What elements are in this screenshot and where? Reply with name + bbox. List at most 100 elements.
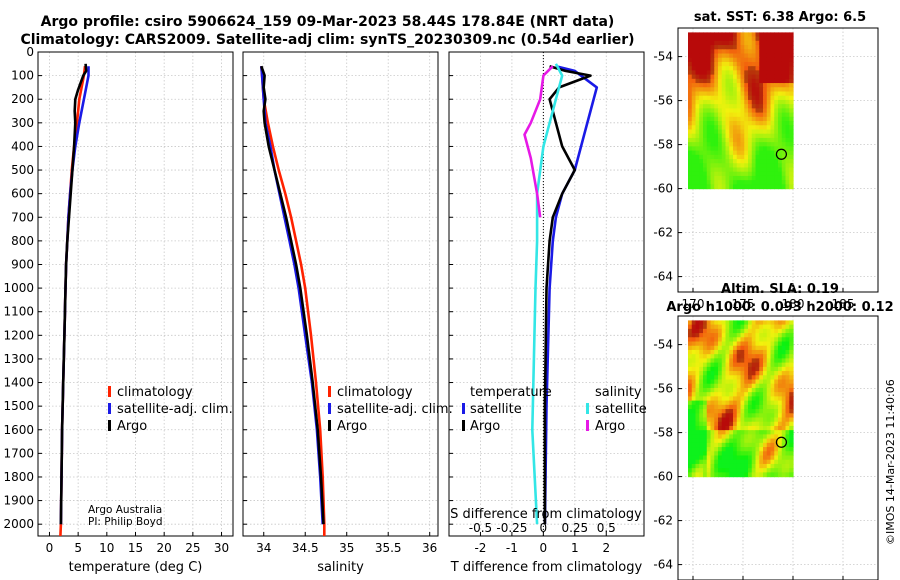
heatmap-cell bbox=[718, 447, 723, 452]
heatmap-cell bbox=[714, 167, 719, 173]
heatmap-cell bbox=[703, 66, 708, 71]
heatmap-cell bbox=[706, 366, 712, 372]
heatmap-cell bbox=[703, 400, 708, 406]
heatmap-cell bbox=[733, 61, 738, 67]
heatmap-cell bbox=[721, 116, 727, 122]
heatmap-cell bbox=[695, 396, 700, 402]
heatmap-cell bbox=[718, 459, 723, 465]
heatmap-cell bbox=[706, 74, 712, 80]
heatmap-cell bbox=[721, 354, 727, 359]
heatmap-cell bbox=[774, 133, 779, 139]
heatmap-cell bbox=[714, 472, 719, 478]
heatmap-cell bbox=[759, 74, 764, 80]
heatmap-cell bbox=[740, 362, 745, 368]
heatmap-cell bbox=[785, 150, 790, 156]
heatmap-cell bbox=[774, 74, 779, 80]
heatmap-cell bbox=[688, 171, 693, 177]
heatmap-cell bbox=[691, 40, 697, 46]
heatmap-cell bbox=[729, 383, 734, 389]
heatmap-cell bbox=[748, 472, 753, 478]
heatmap-cell bbox=[714, 104, 719, 109]
heatmap-cell bbox=[781, 171, 787, 177]
heatmap-cell bbox=[778, 362, 783, 368]
lat-tick-label: -58 bbox=[653, 138, 673, 152]
heatmap-cell bbox=[714, 396, 719, 402]
heatmap-cell bbox=[706, 99, 712, 105]
heatmap-cell bbox=[789, 451, 794, 457]
heatmap-cell bbox=[748, 337, 753, 343]
heatmap-cell bbox=[781, 371, 787, 376]
heatmap-cell bbox=[759, 95, 764, 101]
heatmap-cell bbox=[751, 74, 757, 80]
heatmap-cell bbox=[789, 463, 794, 469]
heatmap-cell bbox=[706, 383, 712, 389]
heatmap-cell bbox=[725, 74, 730, 80]
heatmap-cell bbox=[691, 74, 697, 80]
heatmap-cell bbox=[695, 163, 700, 169]
heatmap-cell bbox=[770, 463, 775, 469]
heatmap-cell bbox=[699, 383, 704, 389]
heatmap-cell bbox=[763, 45, 768, 50]
heatmap-cell bbox=[744, 61, 749, 67]
heatmap-cell bbox=[778, 36, 783, 42]
heatmap-cell bbox=[748, 104, 753, 109]
heatmap-cell bbox=[744, 184, 749, 190]
heatmap-cell bbox=[751, 66, 757, 71]
heatmap-cell bbox=[774, 463, 779, 469]
heatmap-cell bbox=[725, 459, 730, 465]
heatmap-cell bbox=[759, 108, 764, 114]
heatmap-cell bbox=[695, 425, 700, 431]
heatmap-cell bbox=[703, 383, 708, 389]
heatmap-cell bbox=[699, 104, 704, 109]
heatmap-cell bbox=[691, 333, 697, 338]
heatmap-cell bbox=[688, 404, 693, 410]
heatmap-cell bbox=[774, 337, 779, 343]
heatmap-cell bbox=[710, 400, 715, 406]
heatmap-cell bbox=[774, 184, 779, 190]
heatmap-cell bbox=[699, 57, 704, 63]
heatmap-cell bbox=[740, 472, 745, 478]
heatmap-cell bbox=[755, 417, 760, 423]
heatmap-cell bbox=[770, 358, 775, 364]
heatmap-cell bbox=[703, 451, 708, 457]
heatmap-cell bbox=[736, 137, 742, 143]
heatmap-cell bbox=[751, 116, 757, 122]
heatmap-cell bbox=[785, 400, 790, 406]
heatmap-cell bbox=[763, 409, 768, 414]
heatmap-cell bbox=[778, 61, 783, 67]
heatmap-cell bbox=[703, 442, 708, 448]
heatmap-cell bbox=[763, 163, 768, 169]
heatmap-cell bbox=[751, 91, 757, 97]
legend-swatch bbox=[328, 420, 331, 431]
heatmap-cell bbox=[695, 53, 700, 59]
heatmap-cell bbox=[703, 459, 708, 465]
series-temperature-satellite bbox=[543, 64, 599, 525]
heatmap-cell bbox=[770, 36, 775, 42]
heatmap-cell bbox=[785, 112, 790, 118]
heatmap-cell bbox=[695, 430, 700, 435]
heatmap-cell bbox=[688, 387, 693, 393]
heatmap-cell bbox=[725, 387, 730, 393]
heatmap-cell bbox=[751, 379, 757, 385]
heatmap-cell bbox=[740, 137, 745, 143]
heatmap-cell bbox=[725, 57, 730, 63]
heatmap-cell bbox=[755, 337, 760, 343]
heatmap-cell bbox=[703, 349, 708, 355]
heatmap-cell bbox=[729, 328, 734, 334]
heatmap-cell bbox=[759, 400, 764, 406]
heatmap-cell bbox=[744, 40, 749, 46]
heatmap-cell bbox=[718, 91, 723, 97]
heatmap-cell bbox=[778, 146, 783, 152]
heatmap-cell bbox=[751, 32, 757, 38]
heatmap-cell bbox=[778, 337, 783, 343]
heatmap-cell bbox=[733, 387, 738, 393]
heatmap-cell bbox=[688, 78, 693, 84]
heatmap-cell bbox=[706, 78, 712, 84]
heatmap-cell bbox=[785, 45, 790, 50]
heatmap-cell bbox=[699, 400, 704, 406]
heatmap-cell bbox=[695, 333, 700, 338]
heatmap-cell bbox=[699, 163, 704, 169]
heatmap-cell bbox=[691, 167, 697, 173]
heatmap-cell bbox=[736, 375, 742, 381]
heatmap-cell bbox=[778, 137, 783, 143]
